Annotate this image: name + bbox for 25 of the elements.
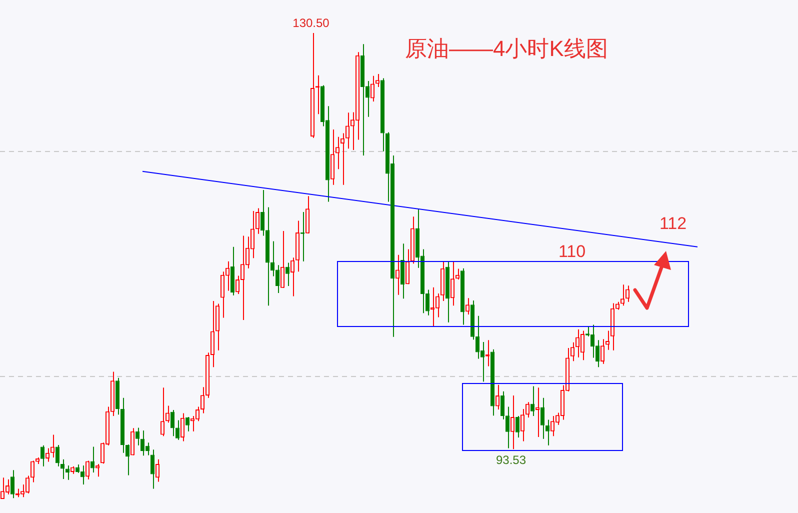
candlestick [280, 230, 284, 288]
candlestick [180, 412, 184, 442]
candlestick [510, 395, 514, 450]
annotation: 93.53 [496, 453, 526, 467]
candlestick [626, 285, 630, 302]
candlestick [156, 458, 160, 482]
candlestick [536, 387, 540, 438]
candlestick [496, 384, 500, 410]
candlestick [86, 460, 90, 480]
candlestick [130, 428, 134, 456]
candlestick [10, 470, 14, 499]
text: 130.50 [292, 16, 330, 30]
annotation: 110 [558, 242, 586, 261]
candlestick [90, 446, 94, 473]
candlestick [50, 434, 54, 458]
candlestick [530, 386, 534, 417]
candlestick [516, 416, 520, 438]
candlestick [40, 444, 44, 467]
candlestick [150, 449, 154, 490]
candlestick [396, 254, 400, 296]
chart-title: 原油——4小时K线图 [405, 35, 608, 63]
candlestick [286, 262, 290, 287]
annotation: 112 [659, 214, 687, 233]
candlestick [466, 298, 470, 315]
candlestick [186, 416, 190, 432]
